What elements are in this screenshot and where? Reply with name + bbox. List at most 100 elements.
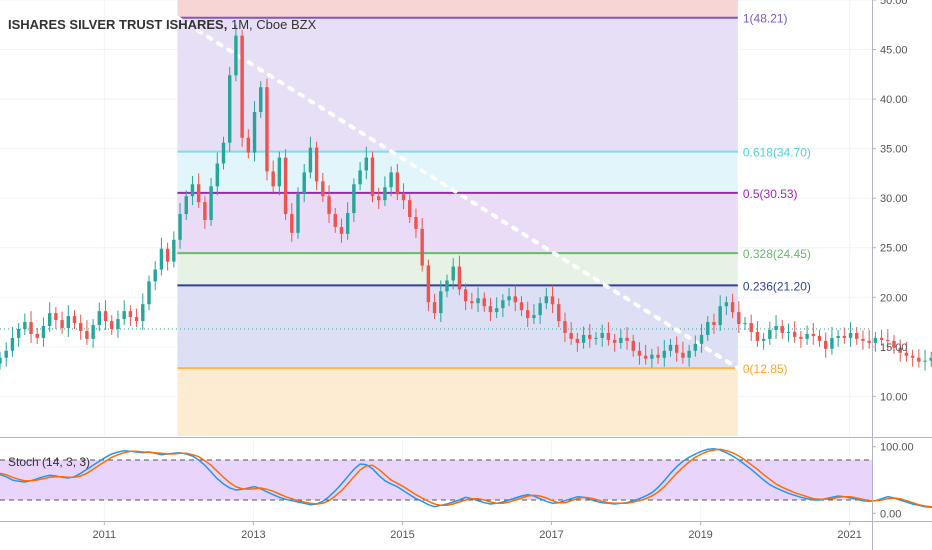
candle bbox=[116, 319, 120, 329]
candle bbox=[594, 337, 598, 339]
price-axis-label: 50.00 bbox=[880, 0, 908, 7]
price-axis-label: 20.00 bbox=[880, 292, 908, 304]
stoch-pane bbox=[0, 440, 932, 520]
candle bbox=[699, 334, 704, 344]
candle bbox=[668, 344, 673, 351]
candle bbox=[755, 331, 760, 341]
candle bbox=[749, 323, 753, 332]
candle bbox=[557, 304, 561, 322]
candle bbox=[886, 339, 890, 341]
price-axis-label: 40.00 bbox=[880, 94, 908, 106]
candle bbox=[873, 337, 878, 343]
candle bbox=[327, 196, 331, 215]
candle bbox=[494, 308, 499, 313]
candle bbox=[923, 360, 927, 362]
stoch-axis-label: 0.00 bbox=[880, 508, 901, 520]
candle bbox=[550, 296, 555, 305]
candle bbox=[221, 142, 226, 164]
candle bbox=[215, 163, 219, 187]
candle bbox=[110, 321, 114, 329]
price-axis-label: 15.00 bbox=[880, 342, 908, 354]
candle bbox=[41, 326, 46, 338]
candle bbox=[72, 316, 77, 324]
candle bbox=[588, 334, 592, 339]
candle bbox=[488, 306, 493, 313]
candle bbox=[792, 331, 797, 337]
fib-band bbox=[177, 192, 738, 254]
candle bbox=[97, 311, 102, 326]
candle bbox=[482, 298, 486, 307]
candle bbox=[786, 331, 791, 333]
candle bbox=[178, 214, 182, 240]
fib-level-label: 1(48.21) bbox=[743, 12, 788, 26]
price-pane: 1(48.21) 0.618(34.70) 0.5(30.53) 0.328(24.4… bbox=[0, 0, 932, 436]
candle bbox=[252, 111, 257, 153]
candle bbox=[662, 350, 666, 358]
candle bbox=[165, 248, 170, 262]
time-axis-label: 2019 bbox=[688, 529, 712, 541]
candle bbox=[730, 302, 735, 313]
candle bbox=[296, 193, 300, 233]
price-axis-label: 10.00 bbox=[880, 391, 908, 403]
fib-band bbox=[177, 151, 738, 193]
candle bbox=[470, 301, 474, 304]
candle bbox=[147, 281, 151, 305]
candle bbox=[47, 313, 52, 327]
candle bbox=[569, 332, 573, 339]
candle bbox=[513, 296, 517, 303]
exchange: Cboe BZX bbox=[256, 17, 317, 32]
candle bbox=[16, 328, 21, 338]
candle bbox=[519, 302, 524, 311]
candle bbox=[780, 326, 784, 333]
candle bbox=[799, 336, 803, 339]
candle bbox=[196, 184, 201, 203]
candle bbox=[302, 172, 306, 194]
candle bbox=[395, 172, 400, 195]
candle bbox=[724, 302, 729, 307]
candle bbox=[432, 302, 437, 314]
candle bbox=[842, 335, 847, 338]
candle bbox=[370, 157, 375, 197]
candle bbox=[246, 137, 251, 153]
stoch-d-line bbox=[0, 448, 932, 508]
candle bbox=[526, 310, 530, 319]
candle bbox=[538, 303, 542, 316]
candle bbox=[631, 340, 635, 351]
candle bbox=[190, 184, 195, 197]
candle bbox=[383, 187, 387, 201]
time-axis-label: 2015 bbox=[390, 529, 414, 541]
candle bbox=[240, 35, 244, 138]
candle bbox=[333, 214, 337, 227]
candle bbox=[184, 196, 188, 215]
candle bbox=[377, 196, 381, 201]
candle bbox=[209, 186, 213, 220]
candle bbox=[855, 332, 859, 339]
candle bbox=[345, 213, 350, 234]
price-axis-label: 45.00 bbox=[880, 45, 908, 57]
candle bbox=[637, 350, 642, 356]
candle bbox=[805, 333, 809, 339]
candle bbox=[718, 306, 722, 326]
candle bbox=[861, 338, 865, 341]
fib-trend-line bbox=[175, 15, 740, 371]
candle bbox=[581, 334, 586, 343]
candle bbox=[879, 337, 884, 340]
stoch-indicator-label[interactable]: Stoch (14, 3, 3) bbox=[8, 455, 91, 469]
stoch-band bbox=[0, 460, 872, 500]
candle bbox=[575, 338, 580, 343]
candle bbox=[761, 338, 766, 341]
candle bbox=[643, 355, 648, 359]
candle bbox=[737, 312, 741, 325]
candle bbox=[811, 333, 816, 336]
time-axis-label: 2013 bbox=[241, 529, 265, 541]
candle bbox=[29, 322, 33, 334]
candle bbox=[35, 333, 39, 338]
chart-title: ISHARES SILVER TRUST ISHARES, 1M, Cboe B… bbox=[8, 17, 317, 32]
stoch-axis-label: 100.00 bbox=[880, 442, 914, 454]
candle bbox=[904, 352, 909, 356]
candle bbox=[619, 337, 623, 343]
candle bbox=[606, 332, 611, 340]
price-axis-label: 25.00 bbox=[880, 243, 908, 255]
